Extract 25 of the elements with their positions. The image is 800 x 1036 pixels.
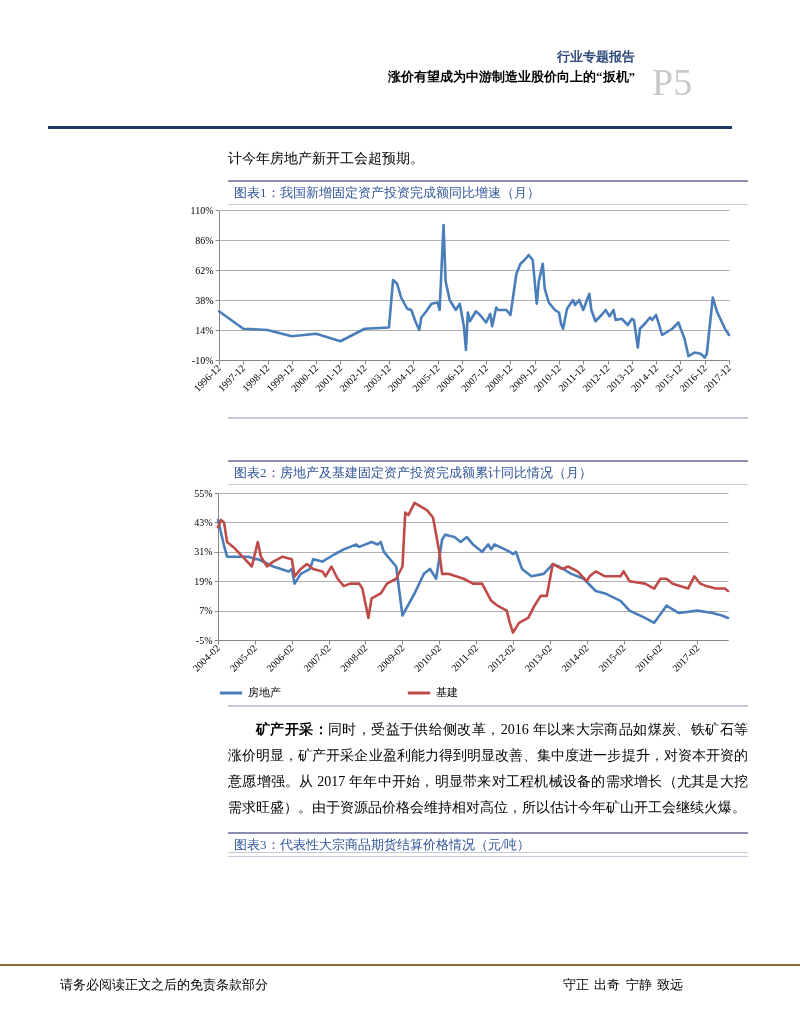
text: 图表3：代表性大宗商品期货结算价格情况（元/吨） — [228, 832, 748, 857]
text: 矿产开采： — [256, 722, 328, 737]
text: 涨价有望成为中游制造业股价向上的“扳机” — [387, 68, 635, 86]
y-tick-label: 19% — [194, 575, 213, 587]
text: 计今年房地产新开工会超预期。 — [228, 150, 424, 168]
line-series — [216, 501, 730, 634]
chart-title: 图表1：我国新增固定资产投资完成额同比增速（月） — [228, 180, 748, 205]
text: 行业专题报告 — [556, 48, 635, 66]
legend-label: 房地产 — [248, 686, 281, 698]
y-tick-label: 31% — [194, 546, 213, 558]
line-series — [216, 518, 730, 625]
y-tick-label: 55% — [194, 487, 213, 499]
y-tick-label: 14% — [195, 324, 214, 336]
y-tick-label: 62% — [195, 264, 214, 276]
text: 请务必阅读正文之后的免责条款部分 — [60, 976, 268, 994]
y-tick-label: 86% — [195, 234, 214, 246]
legend-label: 基建 — [436, 686, 458, 698]
y-tick-label: -5% — [195, 634, 213, 646]
y-tick-label: 7% — [199, 605, 213, 617]
y-tick-label: 38% — [195, 294, 214, 306]
y-tick-label: -10% — [191, 354, 214, 366]
text: 守正 出奇 宁静 致远 — [563, 976, 683, 994]
y-tick-label: 43% — [194, 516, 213, 528]
y-tick-label: 110% — [190, 204, 214, 216]
chart-title: 图表2：房地产及基建固定资产投资完成额累计同比情况（月） — [228, 460, 748, 485]
